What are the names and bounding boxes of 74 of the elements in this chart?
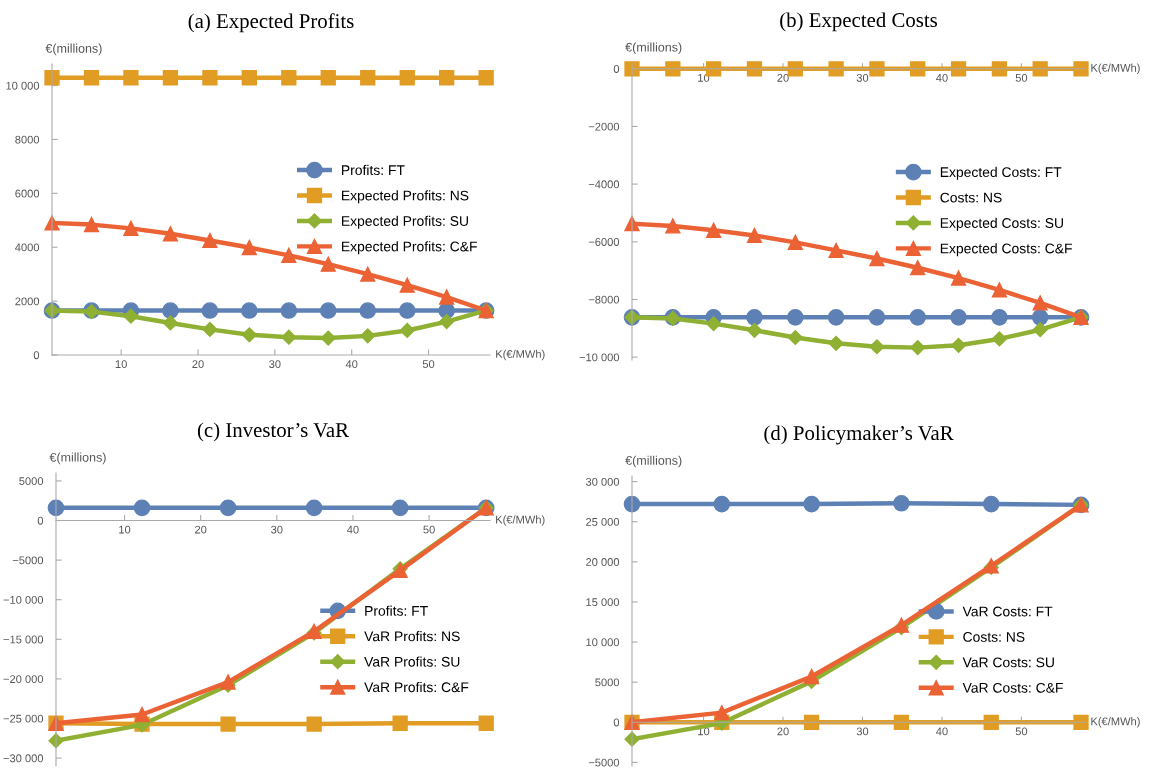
legend-label: VaR Costs: C&F: [962, 682, 1063, 693]
y-tick-label: 5000: [595, 678, 620, 687]
legend-label: Profits: FT: [342, 164, 405, 176]
y-tick-label: 0: [33, 351, 40, 360]
x-tick-label: 10: [119, 525, 131, 534]
y-tick-label: −20 000: [3, 675, 44, 684]
x-tick-label: 20: [777, 727, 789, 736]
chart-title: (a) Expected Profits: [188, 13, 354, 33]
legend-label: Costs: NS: [940, 192, 1002, 203]
y-tick-label: 6000: [15, 189, 40, 198]
legend-label: Expected Costs: FT: [940, 166, 1062, 180]
legend-label: VaR Costs: SU: [962, 657, 1054, 668]
x-tick-label: 50: [1015, 73, 1028, 82]
x-tick-label: 50: [1015, 727, 1028, 736]
x-axis-title: K(€/MWh): [496, 515, 545, 526]
y-tick-label: −15 000: [3, 635, 44, 644]
y-tick-label: 8000: [15, 135, 40, 144]
y-axis-title: €(millions): [45, 43, 102, 56]
y-tick-label: 25 000: [586, 517, 620, 526]
y-tick-label: 10 000: [586, 638, 620, 647]
y-axis-title: €(millions): [49, 452, 106, 465]
y-axis-title: €(millions): [625, 455, 682, 468]
x-tick-label: 50: [422, 360, 435, 369]
legend-label: Expected Costs: SU: [940, 217, 1063, 231]
y-tick-label: −10 000: [3, 595, 44, 604]
chart-title: (d) Policymaker’s VaR: [764, 425, 954, 445]
y-tick-label: −6000: [588, 238, 620, 246]
x-tick-label: 30: [271, 525, 283, 534]
y-tick-label: −5000: [588, 758, 620, 767]
y-tick-label: −5000: [12, 556, 44, 565]
y-tick-label: 5000: [19, 477, 44, 486]
x-tick-label: 30: [856, 73, 869, 82]
y-tick-label: 15 000: [586, 598, 620, 607]
x-axis-title: K(€/MWh): [1091, 717, 1140, 728]
x-tick-label: 20: [195, 525, 207, 534]
x-tick-label: 30: [856, 727, 869, 736]
y-tick-label: 30 000: [585, 477, 620, 486]
y-tick-label: 0: [613, 65, 620, 73]
x-tick-label: 40: [936, 727, 948, 736]
y-axis-title: €(millions): [625, 42, 682, 55]
legend-label: Expected Costs: C&F: [940, 243, 1072, 257]
legend-label: Expected Profits: C&F: [342, 241, 477, 255]
y-tick-label: 20 000: [586, 558, 620, 566]
y-tick-label: −2000: [588, 122, 620, 131]
y-tick-label: −10 000: [579, 353, 620, 362]
legend-label: VaR Costs: FT: [962, 606, 1053, 617]
chart-title: (c) Investor’s VaR: [197, 422, 349, 442]
x-axis-title: K(€/MWh): [496, 349, 545, 361]
legend-label: VaR Profits: NS: [364, 631, 460, 642]
x-tick-label: 40: [936, 73, 948, 82]
x-tick-label: 20: [192, 360, 204, 369]
y-tick-label: −8000: [588, 295, 620, 304]
x-tick-label: 20: [777, 73, 789, 82]
x-tick-label: 50: [423, 525, 435, 534]
x-tick-label: 40: [345, 360, 358, 369]
y-tick-label: 10 000: [6, 81, 40, 90]
y-tick-label: 0: [613, 718, 620, 727]
y-tick-label: −30 000: [3, 754, 44, 763]
chart-title: (b) Expected Costs: [780, 12, 938, 32]
legend-label: Costs: NS: [963, 632, 1025, 642]
y-tick-label: 4000: [15, 243, 40, 252]
x-axis-title: K(€/MWh): [1091, 63, 1140, 74]
legend-label: VaR Profits: SU: [364, 656, 460, 667]
legend-label: Expected Profits: NS: [342, 190, 469, 204]
y-tick-label: 2000: [15, 297, 40, 306]
y-tick-label: −25 000: [3, 714, 44, 723]
legend-label: Expected Profits: SU: [342, 215, 468, 229]
legend-label: Profits: FT: [365, 605, 428, 616]
y-tick-label: 0: [37, 516, 44, 525]
x-tick-label: 30: [269, 360, 281, 369]
legend-label: VaR Profits: C&F: [364, 681, 469, 693]
x-tick-label: 10: [115, 360, 127, 369]
y-tick-label: −4000: [588, 180, 620, 189]
x-tick-label: 40: [347, 525, 359, 534]
